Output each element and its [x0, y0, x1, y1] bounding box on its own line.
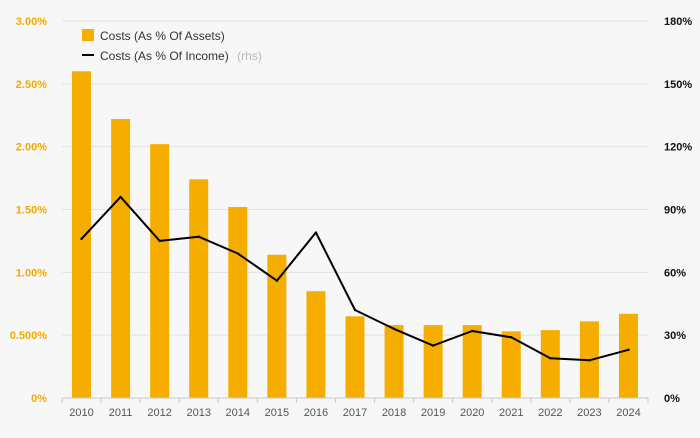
x-axis-tick-label: 2018: [382, 407, 406, 419]
x-axis-tick-label: 2022: [538, 407, 562, 419]
bar: [345, 316, 365, 398]
left-axis-tick-label: 2.00%: [16, 142, 47, 154]
x-axis-tick-label: 2021: [499, 407, 523, 419]
bar: [150, 144, 170, 398]
right-axis-tick-label: 60%: [664, 267, 686, 279]
x-axis-tick-label: 2024: [616, 407, 640, 419]
legend-line-suffix: (rhs): [237, 49, 262, 63]
legend: Costs (As % Of Assets) Costs (As % Of In…: [82, 29, 262, 64]
gridlines: [62, 20, 648, 336]
bar: [540, 330, 560, 398]
x-axis-tick-label: 2015: [265, 407, 289, 419]
right-axis-tick-label: 90%: [664, 205, 686, 217]
income-cost-point: [158, 239, 161, 243]
x-axis-tick-label: 2019: [421, 407, 445, 419]
x-axis-tick-label: 2013: [186, 407, 210, 419]
x-axis-tick-label: 2017: [343, 407, 367, 419]
line-series: [80, 195, 630, 362]
bar-series: [72, 71, 638, 399]
right-axis-tick-label: 120%: [664, 142, 692, 154]
bar: [189, 179, 209, 398]
right-axis-tick-label: 150%: [664, 79, 692, 91]
left-axis-tick-label: 3.00%: [16, 16, 47, 28]
x-axis-tick-label: 2014: [226, 407, 250, 419]
income-cost-point: [471, 329, 474, 333]
right-axis-tick-label: 180%: [664, 16, 692, 28]
income-cost-point: [80, 237, 83, 241]
income-cost-point: [353, 308, 357, 312]
legend-bar-label: Costs (As % Of Assets): [100, 29, 225, 43]
left-axis-tick-label: 1.50%: [16, 205, 47, 217]
bar: [423, 325, 443, 398]
left-axis-tick-label: 1.00%: [16, 267, 47, 279]
left-axis-tick-label: 2.50%: [16, 79, 47, 91]
right-axis-tick-label: 30%: [664, 330, 686, 342]
x-axis-tick-label: 2011: [109, 407, 133, 419]
bar: [228, 206, 248, 398]
income-cost-point: [431, 344, 435, 347]
income-cost-point: [275, 279, 279, 282]
income-cost-point: [314, 231, 318, 234]
x-axis-tick-label: 2016: [304, 407, 328, 419]
x-axis-tick-label: 2020: [460, 407, 484, 419]
legend-line-label: Costs (As % Of Income): [100, 49, 229, 63]
income-cost-point: [588, 359, 591, 362]
left-axis-tick-label: 0.500%: [10, 330, 48, 342]
x-axis-tick-label: 2012: [147, 407, 171, 419]
bar: [384, 325, 404, 398]
bar: [501, 331, 521, 398]
legend-bar-swatch: [82, 29, 94, 41]
right-axis-tick-label: 0%: [664, 393, 680, 405]
bar: [306, 291, 326, 398]
bar: [462, 325, 482, 398]
bar: [267, 254, 287, 398]
income-cost-point: [119, 195, 122, 199]
axes: 0% 0% 0.500% 30% 1.00% 60% 1.50% 90% 2.00% 120% 2.…: [10, 16, 693, 419]
income-cost-point: [392, 327, 396, 331]
income-cost-point: [510, 336, 513, 339]
income-cost-point: [627, 348, 630, 352]
bar: [72, 71, 92, 399]
legend-line-label-group: Costs (As % Of Income) (rhs): [100, 47, 262, 64]
x-axis-tick-label: 2010: [69, 407, 93, 419]
income-cost-point: [236, 252, 239, 255]
income-cost-point: [549, 357, 552, 360]
bar: [618, 313, 638, 398]
income-cost-point: [197, 235, 200, 238]
left-axis-tick-label: 0%: [31, 393, 47, 405]
x-axis-tick-label: 2023: [577, 407, 601, 419]
bar: [111, 119, 131, 399]
